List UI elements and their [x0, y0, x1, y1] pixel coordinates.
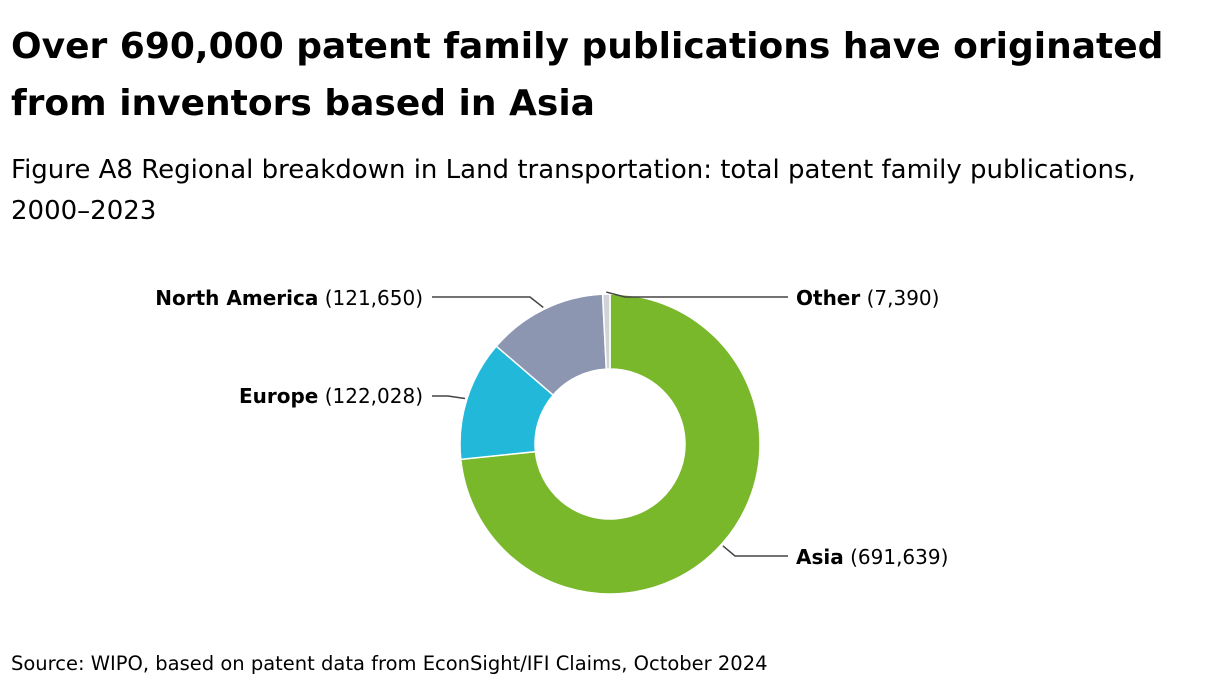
label-other-name: Other: [796, 286, 860, 310]
label-north-america-name: North America: [155, 286, 318, 310]
label-europe-value: (122,028): [325, 384, 423, 408]
label-north-america: North America (121,650): [155, 286, 423, 310]
label-asia: Asia (691,639): [796, 545, 948, 569]
label-asia-name: Asia: [796, 545, 844, 569]
source-note: Source: WIPO, based on patent data from …: [11, 652, 768, 675]
label-europe: Europe (122,028): [239, 384, 423, 408]
chart-subtitle: Figure A8 Regional breakdown in Land tra…: [11, 155, 1136, 226]
label-europe-name: Europe: [239, 384, 318, 408]
chart-title: Over 690,000 patent family publications …: [11, 26, 1164, 124]
label-other: Other (7,390): [796, 286, 939, 310]
label-asia-value: (691,639): [850, 545, 948, 569]
leader-line-europe: [432, 395, 466, 400]
slice-asia: [459, 293, 761, 595]
slice-other: [601, 293, 611, 370]
label-north-america-value: (121,650): [325, 286, 423, 310]
leader-line-asia: [722, 545, 788, 557]
leader-line-other: [606, 291, 788, 298]
label-other-value: (7,390): [867, 286, 940, 310]
leader-line-north-america: [432, 296, 544, 309]
